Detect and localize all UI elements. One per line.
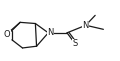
Text: N: N — [83, 21, 89, 30]
Text: S: S — [72, 39, 77, 48]
Text: O: O — [4, 30, 11, 39]
Text: N: N — [47, 28, 54, 37]
